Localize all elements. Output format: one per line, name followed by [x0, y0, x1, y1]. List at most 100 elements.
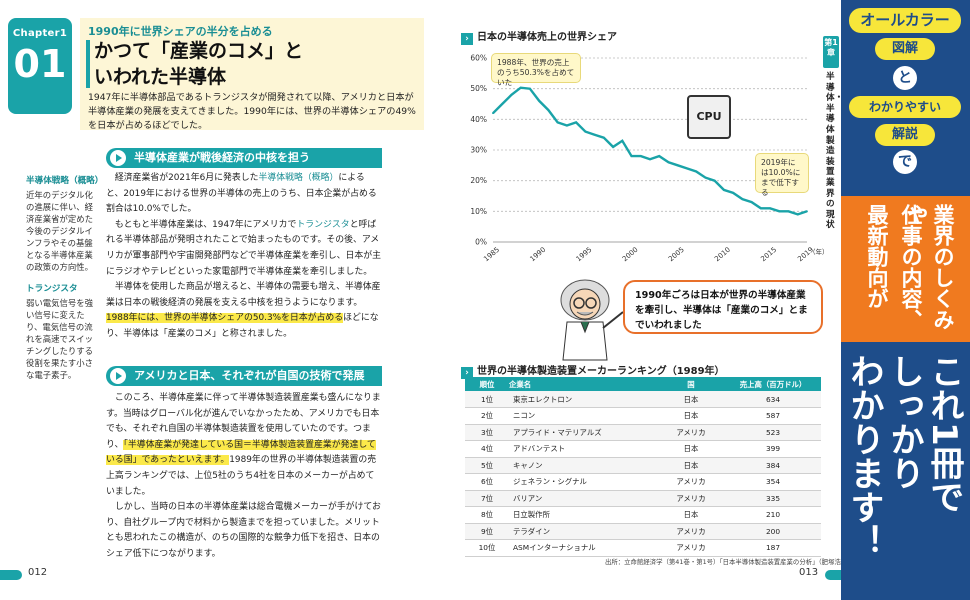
note-body-transistor: 弱い電気信号を強い信号に変えたり、電気信号の流れを高速でスイッチングしたりする役…	[26, 298, 93, 380]
y-tick-label: 10%	[470, 207, 487, 216]
section-heading-1: 半導体産業が戦後経済の中核を担う	[106, 148, 382, 168]
text-run: 1989年の世界の半導体製造装置の売上高ランキングでは、上位5社のうち4社を日本…	[106, 455, 377, 497]
page-tab-right	[825, 570, 847, 580]
cpu-chip-icon: CPU	[687, 95, 731, 139]
country-cell: アメリカ	[657, 473, 725, 491]
data-point	[584, 130, 587, 133]
page-title-line1: かつて「産業のコメ」と	[94, 40, 304, 62]
promo-bot-line3: わかります！	[844, 354, 884, 558]
company-cell: バリアン	[509, 490, 657, 507]
y-tick-label: 30%	[470, 146, 487, 155]
data-point	[621, 139, 624, 142]
company-cell: ニコン	[509, 407, 657, 425]
paragraph: もともと半導体産業は、1947年にアメリカでトランジスタと呼ばれる半導体部品が発…	[106, 218, 382, 280]
page-title-line2: いわれた半導体	[94, 66, 227, 88]
sales-cell: 587	[725, 407, 821, 425]
play-arrow-icon	[110, 150, 126, 166]
sales-cell: 399	[725, 440, 821, 458]
data-point	[667, 161, 670, 164]
country-cell: アメリカ	[657, 523, 725, 540]
data-point	[575, 121, 578, 124]
text-run: によると、2019年における世界の半導体の売上のうち、日本企業が占める割合は10…	[106, 173, 377, 215]
sales-cell: 384	[725, 457, 821, 474]
rank-cell: 1位	[465, 391, 509, 408]
running-head: 半導体・半導体製造装置業界の現状	[826, 72, 844, 231]
data-point	[565, 124, 568, 127]
header-country: 国	[657, 377, 725, 391]
text-run: 半導体を使用した商品が増えると、半導体の需要も増え、半導体産業は日本の戦後経済の…	[106, 282, 381, 308]
data-point	[510, 93, 513, 96]
data-point	[658, 155, 661, 158]
promo-explanation: 解説	[875, 124, 935, 146]
page-number-right: 013	[799, 567, 819, 578]
chapter-badge: Chapter1 01	[8, 18, 72, 114]
y-axis-ticks: 0% 10% 20% 30% 40% 50% 60%	[470, 54, 487, 247]
rank-cell: 5位	[465, 457, 509, 474]
promo-bot-line1: これ1冊で	[924, 354, 964, 514]
data-point	[732, 192, 735, 194]
page-title: かつて「産業のコメ」と いわれた半導体	[94, 38, 414, 90]
data-point	[519, 86, 522, 89]
callout-1988: 1988年、世界の売上のうち50.3%を占めていた	[491, 53, 581, 87]
promo-mid-line2: 仕事の内容、	[899, 204, 923, 330]
company-cell: アドバンテスト	[509, 440, 657, 458]
lead-text: 1947年に半導体部品であるトランジスタが開発されて以降、アメリカと日本が半導体…	[88, 92, 416, 131]
country-cell: アメリカ	[657, 490, 725, 507]
x-tick-label: 1985	[482, 246, 501, 264]
promo-with: で	[893, 150, 917, 174]
x-tick-label: 1990	[528, 246, 547, 264]
paragraph: このころ、半導体産業に伴って半導体製造装置産業も盛んになります。当時はグローバル…	[106, 391, 382, 500]
paragraph: 半導体を使用した商品が増えると、半導体の需要も増え、半導体産業は日本の戦後経済の…	[106, 280, 382, 342]
country-cell: 日本	[657, 391, 725, 408]
share-line-chart: 0% 10% 20% 30% 40% 50% 60% 1985 1990 1995 2000 200…	[470, 54, 825, 264]
promo-diagram: 図解	[875, 38, 935, 60]
chart-title: › 日本の半導体売上の世界シェア	[461, 28, 617, 45]
chart-title-text: 日本の半導体売上の世界シェア	[477, 32, 617, 43]
promo-and: と	[893, 66, 917, 90]
promo-band: オールカラー 図解 と わかりやすい 解説 で 業界のしくみや 仕事の内容、 最…	[841, 0, 970, 600]
table-row: 1位 東京エレクトロン 日本 634	[465, 391, 821, 408]
data-point	[547, 109, 550, 112]
chart-grid	[493, 57, 807, 243]
text-run: このころ、半導体産業に伴って半導体製造装置産業も盛んになります。当時はグローバル…	[106, 393, 381, 450]
data-point	[704, 176, 707, 179]
x-tick-label: 2005	[667, 246, 686, 264]
sales-cell: 335	[725, 490, 821, 507]
sales-cell: 523	[725, 424, 821, 441]
section-heading-1-text: 半導体産業が戦後経済の中核を担う	[134, 151, 310, 164]
sales-cell: 354	[725, 473, 821, 491]
data-point	[686, 167, 688, 170]
ranking-table-body: 1位 東京エレクトロン 日本 634 2位 ニコン 日本 587 3位 アプライド・マテリアルズア…	[465, 391, 821, 557]
section-heading-2-text: アメリカと日本、それぞれが自国の技術で発展	[134, 369, 365, 382]
country-cell: 日本	[657, 440, 725, 458]
data-point	[612, 146, 614, 148]
promo-bot-line2: しっかり	[884, 354, 924, 490]
rank-cell: 2位	[465, 407, 509, 425]
section-1-body: 経済産業省が2021年6月に発表した半導体戦略（概略）によると、2019年におけ…	[106, 171, 382, 343]
term-highlight: トランジスタ	[296, 219, 350, 230]
right-page: › 日本の半導体売上の世界シェア 0% 10% 20% 30% 40% 50% 60% 198…	[455, 0, 970, 600]
company-cell: アプライド・マテリアルズ	[509, 424, 657, 441]
callout-2019: 2019年には10.0%にまで低下する	[755, 153, 809, 197]
table-row: 6位 ジェネラン・シグナル アメリカ 354	[465, 473, 821, 491]
data-point	[741, 198, 744, 200]
section-heading-2: アメリカと日本、それぞれが自国の技術で発展	[106, 366, 382, 386]
company-cell: 日立製作所	[509, 506, 657, 524]
section-2-body: このころ、半導体産業に伴って半導体製造装置産業も盛んになります。当時はグローバル…	[106, 391, 382, 563]
marker-highlight: 1988年には、世界の半導体シェアの50.3%を日本が占める	[106, 313, 344, 324]
professor-illustration	[560, 279, 624, 361]
data-point	[538, 100, 541, 102]
ranking-table: 順位 企業名 国 売上高（百万ドル） 1位 東京エレクトロン 日本 634 2位 ニコン日…	[465, 377, 821, 557]
x-tick-label: 2015	[759, 246, 778, 264]
sales-cell: 210	[725, 506, 821, 524]
table-row: 7位 バリアン アメリカ 335	[465, 490, 821, 507]
left-page: Chapter1 01 1990年に世界シェアの半分を占める かつて「産業のコメ…	[0, 0, 455, 600]
promo-mid-line3: 最新動向が	[865, 204, 889, 309]
paragraph: 経済産業省が2021年6月に発表した半導体戦略（概略）によると、2019年におけ…	[106, 171, 382, 218]
data-point	[750, 201, 753, 204]
x-tick-label: 2010	[713, 246, 732, 264]
company-cell: テラダイン	[509, 523, 657, 540]
header-company: 企業名	[509, 377, 657, 391]
data-point	[649, 158, 651, 161]
country-cell: 日本	[657, 407, 725, 425]
